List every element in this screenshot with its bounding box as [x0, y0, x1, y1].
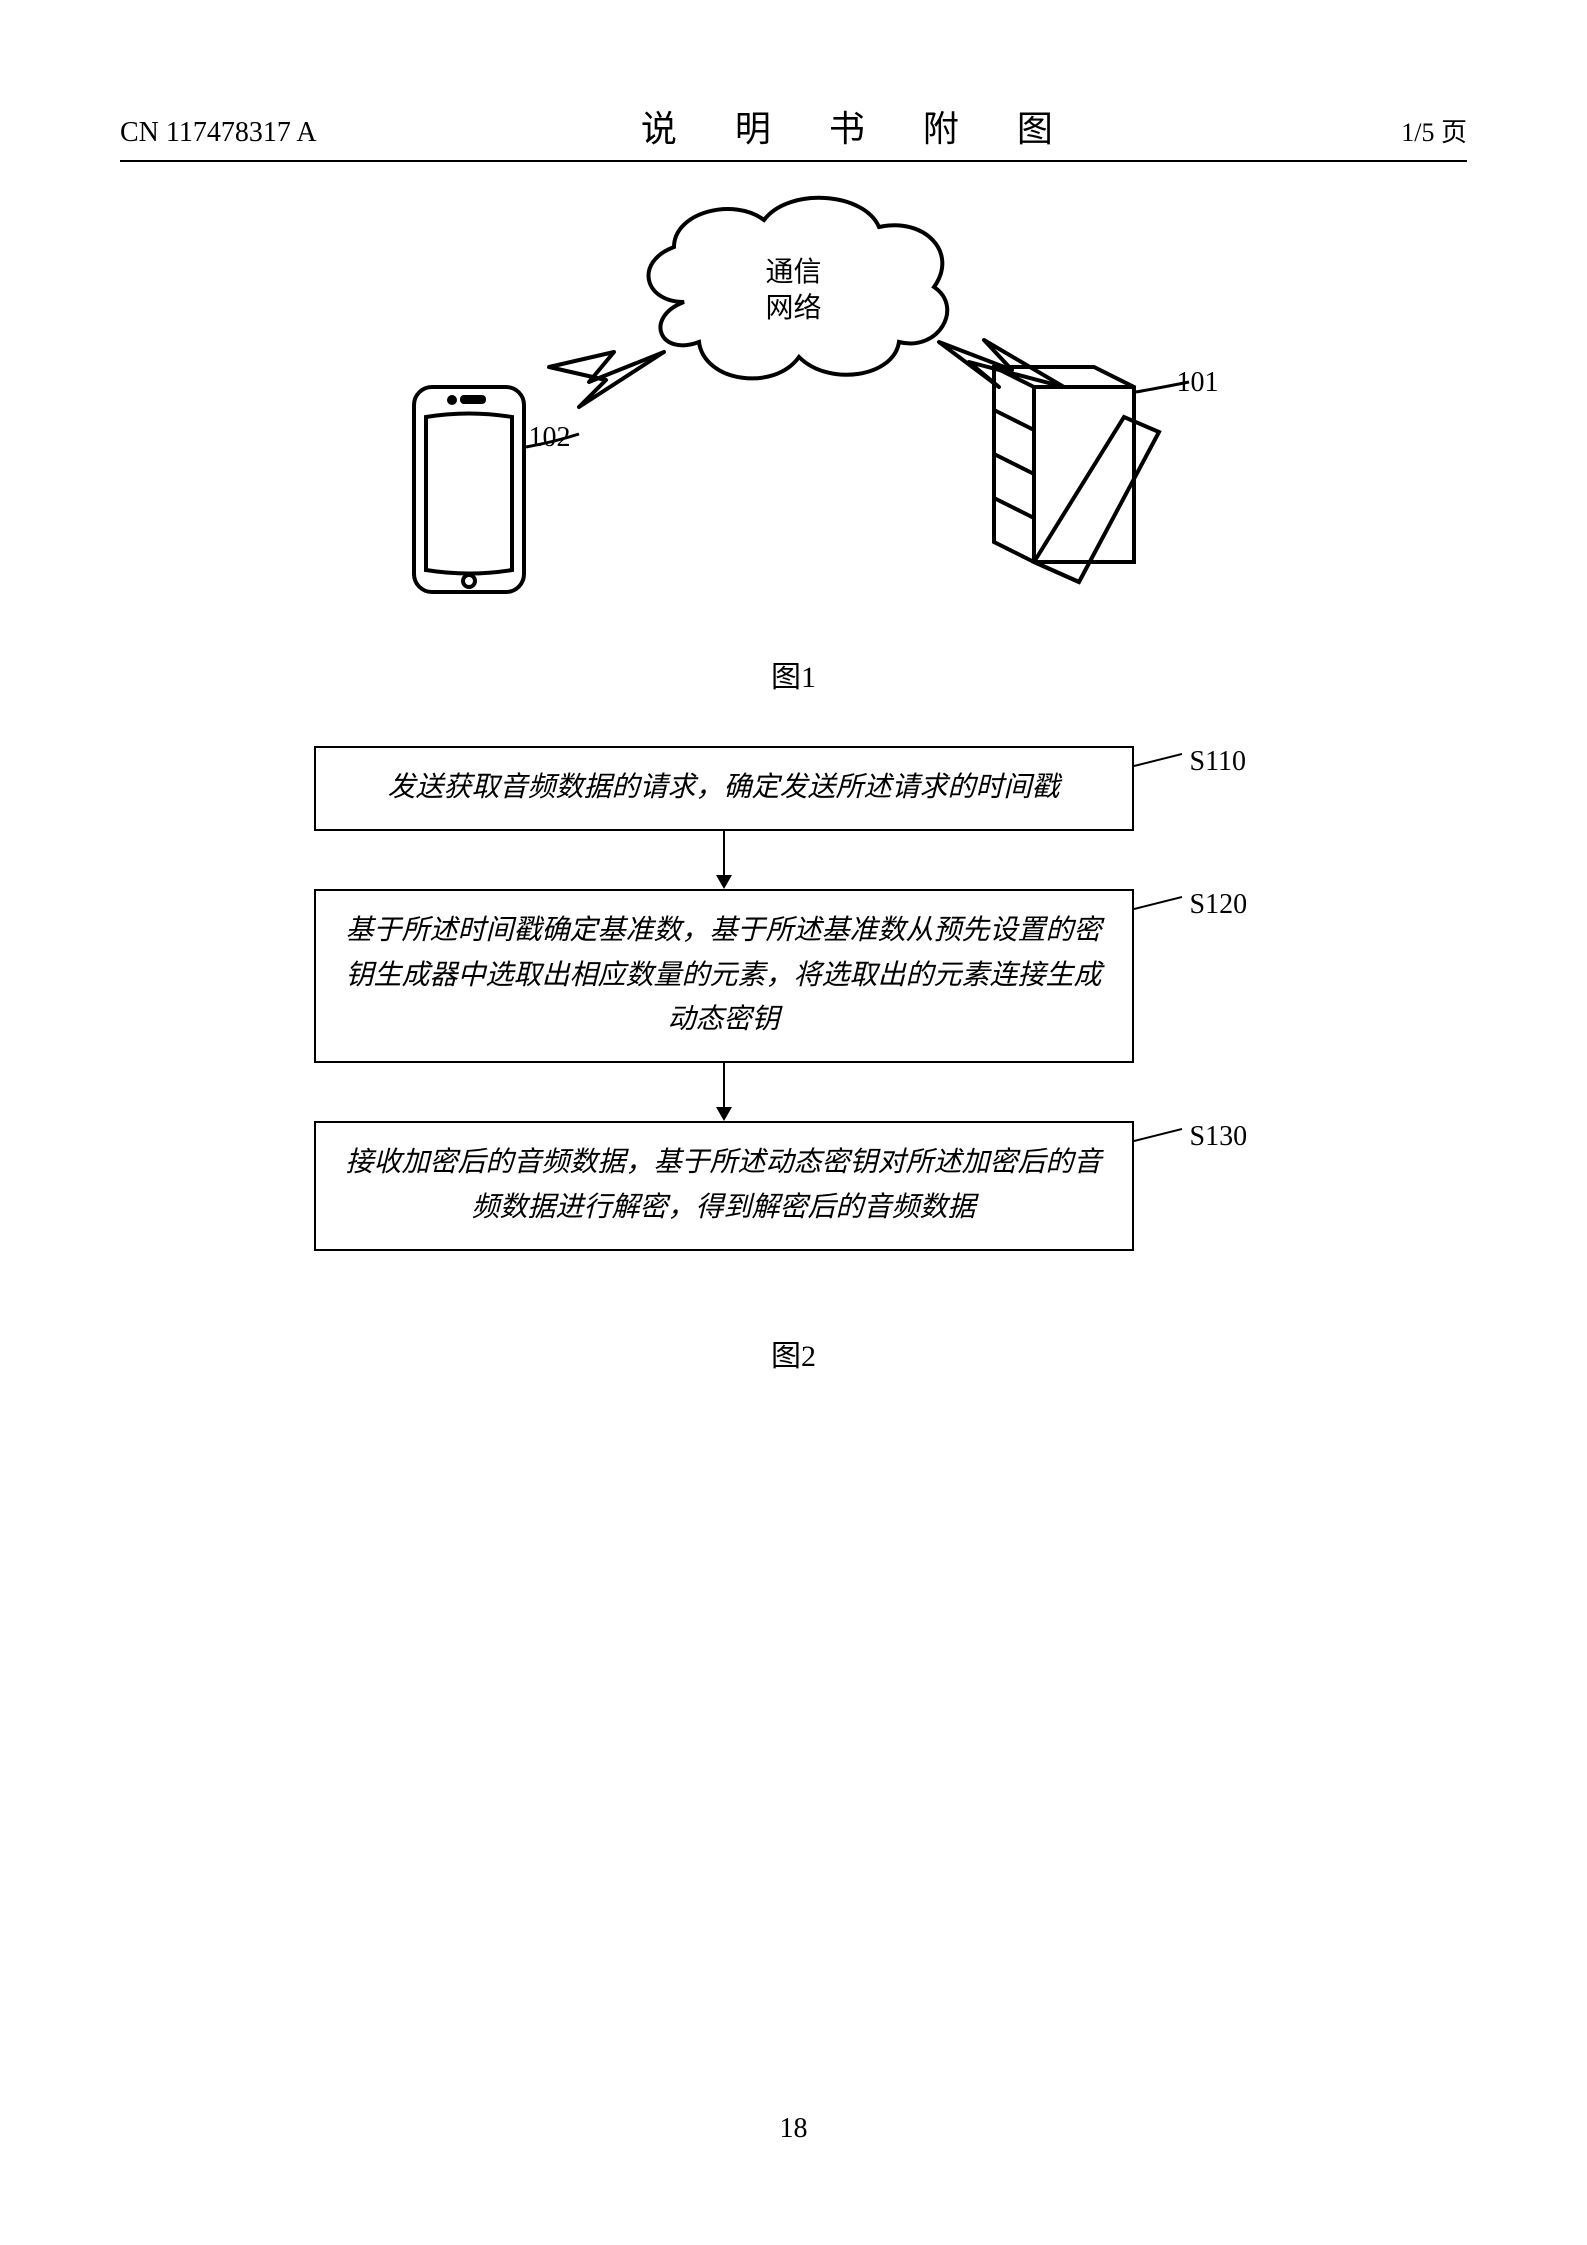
lightning-left-icon	[549, 352, 664, 407]
cloud-label: 通信 网络	[765, 255, 821, 328]
page-number: 18	[780, 2113, 808, 2145]
figure-2-caption: 图2	[120, 1331, 1467, 1375]
leader-s130	[1134, 1127, 1182, 1145]
flow-label-s120: S120	[1190, 889, 1248, 921]
figure-1: 通信 网络 102 101	[344, 192, 1244, 612]
flow-arrow	[314, 831, 1134, 889]
flow-arrow	[314, 1063, 1134, 1121]
server-ref-label: 101	[1177, 367, 1219, 399]
phone-ref-label: 102	[529, 422, 571, 454]
patent-number: CN 117478317 A	[120, 117, 317, 149]
flow-step-s130: 接收加密后的音频数据，基于所述动态密钥对所述加密后的音频数据进行解密，得到解密后…	[314, 1121, 1134, 1251]
flow-label-s130: S130	[1190, 1121, 1248, 1153]
cloud-text-line1: 通信	[765, 255, 821, 291]
page-info: 1/5 页	[1401, 112, 1467, 149]
figure-2-flowchart: 发送获取音频数据的请求，确定发送所述请求的时间戳 S110 基于所述时间戳确定基…	[314, 746, 1274, 1251]
phone-icon	[414, 387, 524, 592]
patent-page: CN 117478317 A 说 明 书 附 图 1/5 页	[0, 0, 1587, 2245]
cloud-text-line2: 网络	[765, 291, 821, 327]
leader-s110	[1134, 752, 1182, 770]
section-title: 说 明 书 附 图	[641, 100, 1077, 152]
figure-1-caption: 图1	[120, 652, 1467, 696]
flow-row: 发送获取音频数据的请求，确定发送所述请求的时间戳 S110	[314, 746, 1274, 831]
leader-s120	[1134, 895, 1182, 913]
arrow-down-icon	[712, 1063, 736, 1121]
flow-row: 基于所述时间戳确定基准数，基于所述基准数从预先设置的密钥生成器中选取出相应数量的…	[314, 889, 1274, 1063]
flow-label-s110: S110	[1190, 746, 1247, 778]
flow-step-s110: 发送获取音频数据的请求，确定发送所述请求的时间戳	[314, 746, 1134, 831]
server-icon	[994, 367, 1159, 582]
arrow-down-icon	[712, 831, 736, 889]
flow-row: 接收加密后的音频数据，基于所述动态密钥对所述加密后的音频数据进行解密，得到解密后…	[314, 1121, 1274, 1251]
flow-step-s120: 基于所述时间戳确定基准数，基于所述基准数从预先设置的密钥生成器中选取出相应数量的…	[314, 889, 1134, 1063]
page-header: CN 117478317 A 说 明 书 附 图 1/5 页	[120, 100, 1467, 162]
lightning-right-icon	[939, 340, 1064, 387]
